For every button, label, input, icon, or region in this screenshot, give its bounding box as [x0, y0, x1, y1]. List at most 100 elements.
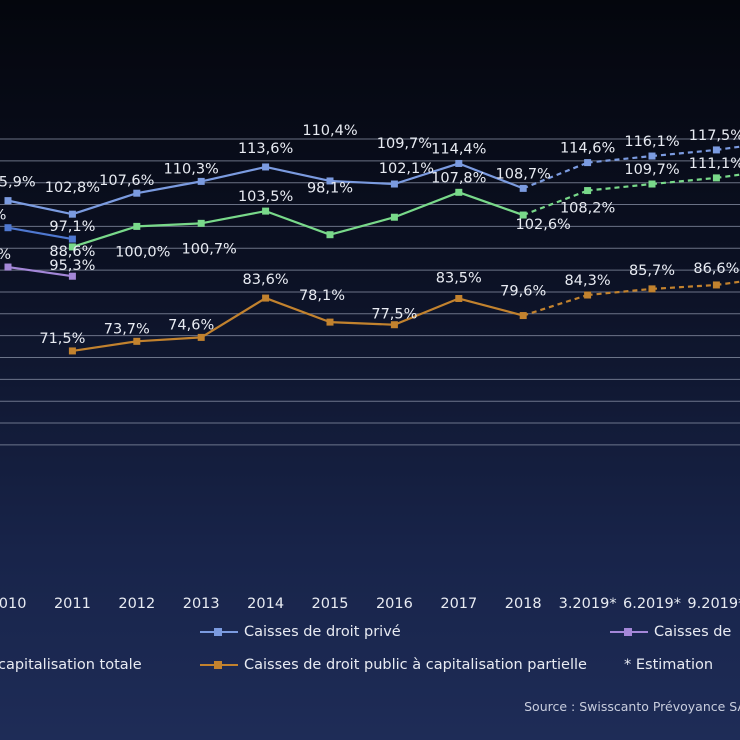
data-point [455, 159, 463, 167]
data-point [68, 210, 76, 218]
series-segment [329, 216, 395, 236]
data-label: 90,7% [0, 247, 11, 263]
x-tick-label: 2014 [247, 596, 284, 612]
data-label: 110,4% [302, 123, 357, 139]
series-segment [651, 176, 717, 186]
series-segment [393, 297, 460, 326]
data-point [197, 219, 205, 227]
data-point [4, 197, 12, 205]
data-point [326, 177, 334, 185]
data-label: 83,5% [436, 271, 482, 287]
series-segment [587, 287, 653, 297]
series-segment [716, 280, 740, 287]
legend-label-estimate: * Estimation [624, 657, 714, 673]
data-label: 117,5% [689, 128, 740, 144]
legend-swatch-partial-icon [200, 658, 238, 672]
series-segment [394, 191, 460, 219]
data-point [455, 188, 463, 196]
data-point [68, 347, 76, 355]
legend-item-total: capitalisation totale [0, 657, 142, 673]
data-label: 110,3% [164, 161, 219, 177]
x-tick-label: 2011 [54, 596, 91, 612]
data-label: 86,6% [693, 261, 739, 277]
data-label: 74,6% [168, 317, 214, 333]
data-point [584, 187, 592, 195]
series-segment [72, 192, 138, 216]
data-label: 108,2% [560, 201, 615, 217]
series-segment [136, 180, 202, 195]
data-point [519, 312, 527, 320]
data-point [326, 231, 334, 239]
data-label: 113,6% [238, 141, 293, 157]
legend-label-purple: Caisses de [654, 624, 732, 640]
series-segment [522, 293, 588, 317]
series-segment [458, 191, 524, 217]
series-segment [329, 179, 395, 186]
series-segment [136, 222, 202, 228]
data-label: 95,3% [49, 258, 95, 274]
legend-label-private: Caisses de droit privé [244, 624, 401, 640]
data-label: 9,7% [0, 208, 6, 224]
data-point [262, 294, 270, 302]
data-label: 100,7% [182, 241, 237, 257]
x-tick-label: 2010 [0, 596, 26, 612]
series-segment [716, 173, 740, 179]
data-point [712, 174, 720, 182]
data-label: 97,1% [49, 219, 95, 235]
series-segment [7, 226, 73, 241]
data-point [584, 159, 592, 167]
x-tick-label: 2013 [183, 596, 220, 612]
series-segment [200, 165, 266, 183]
data-label: 105,9% [0, 175, 36, 191]
series-segment [265, 165, 331, 183]
data-label: 88,6% [49, 244, 95, 260]
series-segment [522, 161, 589, 190]
series-segment [265, 297, 331, 324]
data-point [712, 281, 720, 289]
data-point [712, 146, 720, 154]
series-segment [7, 199, 73, 216]
data-label: 109,7% [624, 162, 679, 178]
data-point [648, 152, 656, 160]
series-segment [329, 321, 395, 326]
series-segment [200, 210, 266, 225]
data-point [584, 291, 592, 299]
x-tick-label: 9.2019* [687, 596, 740, 612]
source-note: Source : Swisscanto Prévoyance SA [524, 699, 740, 714]
data-label: 102,6% [516, 217, 571, 233]
data-point [519, 184, 527, 192]
data-point [133, 222, 141, 230]
legend-label-total: capitalisation totale [0, 657, 142, 673]
data-point [519, 211, 527, 219]
series-segment [651, 148, 717, 158]
data-label: 103,5% [238, 189, 293, 205]
data-label: 79,6% [500, 284, 546, 300]
data-point [390, 321, 398, 329]
data-label: 114,6% [560, 141, 615, 157]
data-label: 85,7% [629, 263, 675, 279]
series-segment [716, 145, 740, 152]
series-segment [7, 265, 73, 278]
data-point [133, 189, 141, 197]
legend-swatch-purple-icon [610, 625, 648, 639]
x-tick-label: 3.2019* [559, 596, 617, 612]
data-label: 71,5% [39, 331, 85, 347]
series-segment [458, 162, 524, 190]
data-point [4, 224, 12, 232]
legend-item-estimate: * Estimation [624, 657, 713, 673]
legend-swatch-private-icon [200, 625, 238, 639]
data-label: 84,3% [565, 273, 611, 289]
series-segment [522, 189, 588, 217]
data-label: 111,1% [689, 156, 740, 172]
series-segment [651, 283, 717, 290]
data-point [133, 337, 141, 345]
legend-label-partial: Caisses de droit public à capitalisation… [244, 657, 587, 673]
x-tick-label: 2018 [505, 596, 542, 612]
series-segment [458, 297, 524, 317]
data-label: 109,7% [377, 136, 432, 152]
data-label: 100,0% [115, 244, 170, 260]
data-point [262, 207, 270, 215]
x-tick-label: 2016 [376, 596, 413, 612]
series-segment [587, 154, 653, 164]
